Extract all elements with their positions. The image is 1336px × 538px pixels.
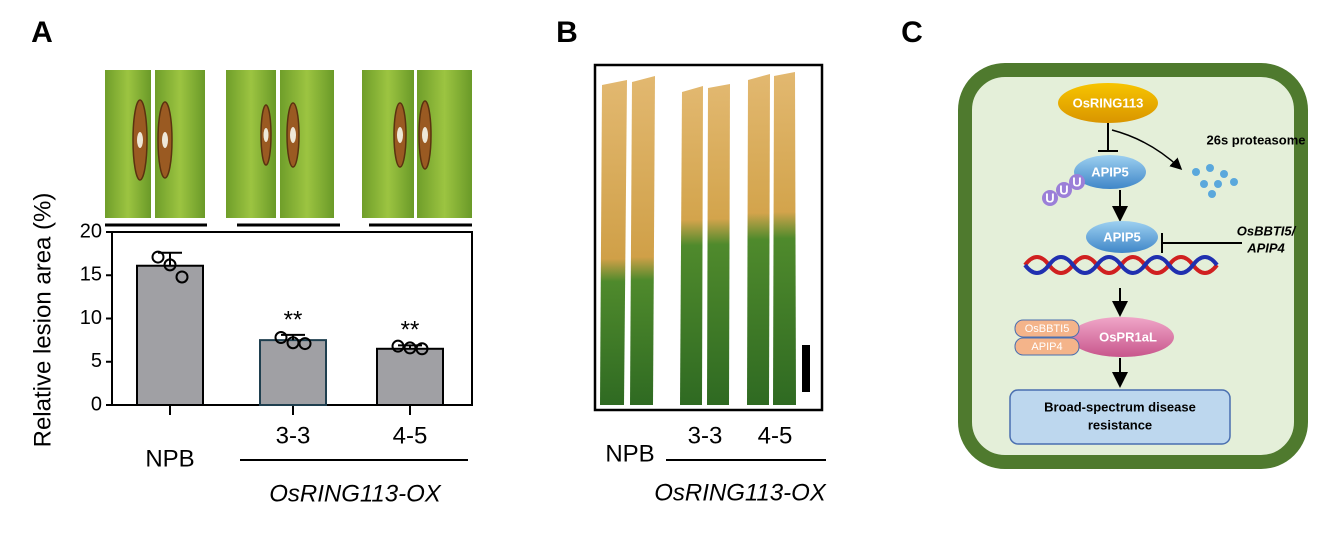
data-point	[163, 258, 177, 272]
node-label: APIP4	[1031, 341, 1062, 353]
y-tick-label: 0	[91, 393, 102, 415]
x-tick-label: 4-5	[393, 422, 428, 449]
x-tick-label: 3-3	[276, 422, 311, 449]
data-point	[415, 342, 429, 356]
node-label: APIP5	[1103, 229, 1141, 244]
group-label: OsRING113-OX	[269, 480, 442, 507]
y-tick-label: 15	[80, 264, 102, 286]
panel-label: C	[901, 16, 923, 49]
node-label: U	[1072, 174, 1081, 189]
node-label: U	[1045, 190, 1054, 205]
node-label: Broad-spectrum disease	[1044, 399, 1196, 414]
leaf-photo	[105, 70, 472, 227]
category-label: NPB	[605, 440, 654, 467]
data-point	[274, 331, 288, 345]
node-label: OsBBTI5/	[1237, 223, 1297, 238]
node-label: OsRING113	[1073, 95, 1144, 110]
panel-label: A	[31, 16, 53, 49]
y-tick-label: 20	[80, 220, 102, 242]
node-label: 26s proteasome	[1207, 132, 1306, 147]
bar	[136, 264, 204, 406]
category-label: 4-5	[758, 422, 793, 449]
data-point	[391, 339, 405, 353]
group-label: OsRING113-OX	[654, 479, 827, 506]
data-point	[151, 250, 165, 264]
significance-label: **	[284, 306, 303, 333]
node-label: APIP4	[1246, 240, 1285, 255]
significance-label: **	[401, 317, 420, 344]
node-label: OsBBTI5	[1025, 323, 1070, 335]
pathway-diagram: OsRING113 26s proteasome APIP5 U U U API…	[958, 63, 1308, 469]
data-point	[298, 337, 312, 351]
category-label: 3-3	[688, 422, 723, 449]
bar	[376, 347, 444, 406]
node-label: U	[1059, 182, 1068, 197]
leaf-photo	[593, 63, 824, 412]
bar	[259, 339, 327, 406]
x-tick-label: NPB	[145, 445, 194, 472]
data-point	[403, 341, 417, 355]
node-label: APIP5	[1091, 164, 1129, 179]
data-point	[175, 270, 189, 284]
y-tick-label: 10	[80, 307, 102, 329]
data-point	[286, 336, 300, 350]
node-label: resistance	[1088, 417, 1152, 432]
node-label: OsPR1aL	[1099, 329, 1157, 344]
y-tick-label: 5	[91, 350, 102, 372]
panel-label: B	[556, 16, 578, 49]
y-axis-label: Relative lesion area (%)	[29, 193, 56, 448]
